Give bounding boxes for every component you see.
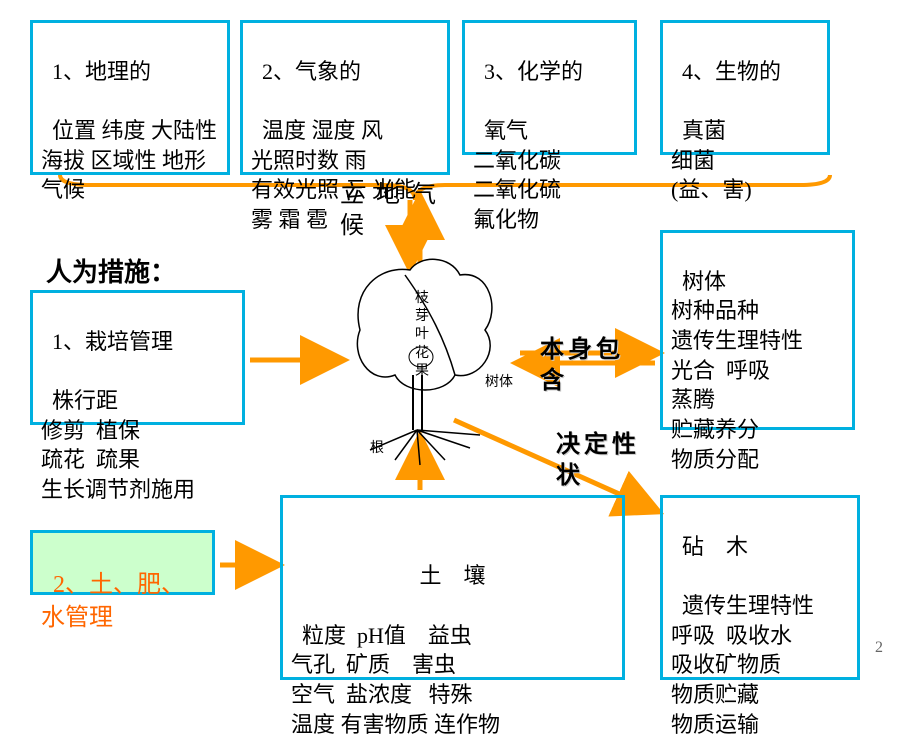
- box-soil-body: 粒度 pH值 益虫 气孔 矿质 害虫 空气 盐浓度 特殊 温度 有害物质 连作物: [291, 623, 500, 737]
- box-human-measures: 1、栽培管理 株行距 修剪 植保 疏花 疏果 生长调节剂施用: [30, 290, 245, 425]
- box-soil: 土 壤 粒度 pH值 益虫 气孔 矿质 害虫 空气 盐浓度 特殊 温度 有害物质…: [280, 495, 625, 680]
- box-tree-intrinsic-body: 树体 树种品种 遗传生理特性 光合 呼吸 蒸腾 贮藏养分 物质分配: [671, 269, 803, 472]
- box-chemical: 3、化学的 氧气 二氧化碳 二氧化硫 氟化物: [462, 20, 637, 155]
- box-geographic: 1、地理的 位置 纬度 大陆性 海拔 区域性 地形 气候: [30, 20, 230, 175]
- box-human-body: 株行距 修剪 植保 疏花 疏果 生长调节剂施用: [41, 388, 195, 502]
- box-soil-title: 土 壤: [291, 561, 614, 591]
- page-number: 2: [875, 638, 883, 659]
- box-rootstock-title: 砧 木: [682, 534, 748, 559]
- box-biological-title: 4、生物的: [682, 59, 781, 84]
- box-highlight-soil-mgmt: 2、土、肥、水管理: [30, 530, 215, 595]
- box-geographic-body: 位置 纬度 大陆性 海拔 区域性 地形 气候: [41, 118, 223, 202]
- box-meteorological-title: 2、气象的: [262, 59, 361, 84]
- box-biological: 4、生物的 真菌 细菌 (益、害): [660, 20, 830, 155]
- box-chemical-body: 氧气 二氧化碳 二氧化硫 氟化物: [473, 118, 561, 232]
- label-determines-traits: 决定性状: [556, 430, 640, 492]
- label-gen: 根: [370, 440, 384, 458]
- box-rootstock: 砧 木 遗传生理特性 呼吸 吸收水 吸收矿物质 物质贮藏 物质运输: [660, 495, 860, 680]
- box-biological-body: 真菌 细菌 (益、害): [671, 118, 752, 202]
- box-geographic-title: 1、地理的: [52, 59, 151, 84]
- label-self-contains: 本身包含: [540, 335, 624, 397]
- label-shuti: 树体: [485, 374, 513, 392]
- box-highlight-text: 2、土、肥、水管理: [41, 572, 185, 630]
- box-chemical-title: 3、化学的: [484, 59, 583, 84]
- box-human-title: 1、栽培管理: [52, 329, 173, 354]
- box-tree-intrinsic: 树体 树种品种 遗传生理特性 光合 呼吸 蒸腾 贮藏养分 物质分配: [660, 230, 855, 430]
- label-human-measures-title: 人为措施：: [46, 256, 176, 290]
- label-tree-parts: 枝芽叶花果: [415, 290, 429, 381]
- label-site-climate: 立 地 气候: [340, 180, 436, 242]
- box-meteorological: 2、气象的 温度 湿度 风 光照时数 雨 有效光照 云 光能 雾 霜 雹: [240, 20, 450, 175]
- box-rootstock-body: 遗传生理特性 呼吸 吸收水 吸收矿物质 物质贮藏 物质运输: [671, 593, 814, 737]
